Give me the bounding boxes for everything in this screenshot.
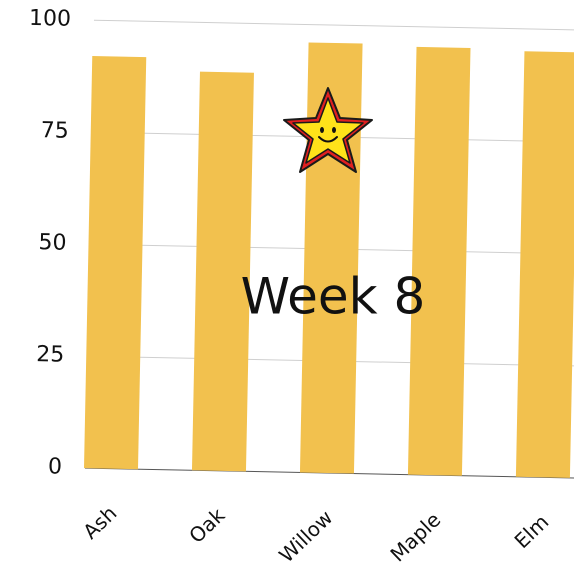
bar xyxy=(515,51,574,478)
y-tick-label: 25 xyxy=(36,342,64,368)
x-tick-label: Elm xyxy=(510,510,554,553)
bar xyxy=(191,71,254,472)
y-tick-label: 50 xyxy=(38,230,66,256)
y-tick-label: 75 xyxy=(41,118,69,144)
star-sticker xyxy=(283,87,373,173)
annotation: Week 8 xyxy=(241,268,426,326)
y-tick-label: 0 xyxy=(48,454,62,479)
x-tick-label: Ash xyxy=(78,501,121,544)
x-tick-label: Willow xyxy=(274,505,337,567)
y-tick-label: 100 xyxy=(29,6,71,32)
bar xyxy=(83,56,147,470)
grid-line xyxy=(93,19,574,32)
bar xyxy=(407,46,471,476)
x-tick-label: Maple xyxy=(385,508,445,567)
x-tick-label: Oak xyxy=(184,503,229,548)
